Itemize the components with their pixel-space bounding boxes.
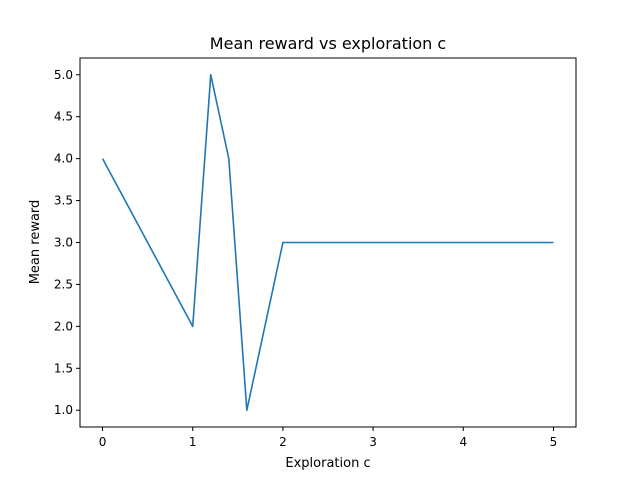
- y-tick-label: 1.5: [54, 361, 73, 375]
- series-layer: [101, 73, 554, 412]
- x-tick-label: 0: [99, 435, 107, 449]
- y-tick-label: 4.5: [54, 110, 73, 124]
- x-tick-label: 1: [189, 435, 197, 449]
- y-tick-label: 3.5: [54, 194, 73, 208]
- chart-title: Mean reward vs exploration c: [210, 34, 446, 53]
- y-tick-label: 3.0: [54, 236, 73, 250]
- x-tick-label: 3: [369, 435, 377, 449]
- y-axis-ticks: 1.0 1.5 2.0 2.5 3.0 3.5 4.0 4.5 5.0: [54, 68, 80, 417]
- x-tick-label: 2: [279, 435, 287, 449]
- y-tick-label: 5.0: [54, 68, 73, 82]
- x-axis-ticks: 0 1 2 3 4 5: [99, 427, 558, 449]
- x-axis-label: Exploration c: [285, 456, 370, 471]
- y-tick-label: 2.5: [54, 277, 73, 291]
- series-line: [101, 73, 554, 412]
- x-tick-label: 4: [459, 435, 467, 449]
- y-axis-label: Mean reward: [28, 200, 43, 285]
- x-tick-label: 5: [550, 435, 558, 449]
- y-tick-label: 1.0: [54, 403, 73, 417]
- plot-frame: [79, 57, 577, 428]
- y-tick-label: 4.0: [54, 152, 73, 166]
- y-tick-label: 2.0: [54, 319, 73, 333]
